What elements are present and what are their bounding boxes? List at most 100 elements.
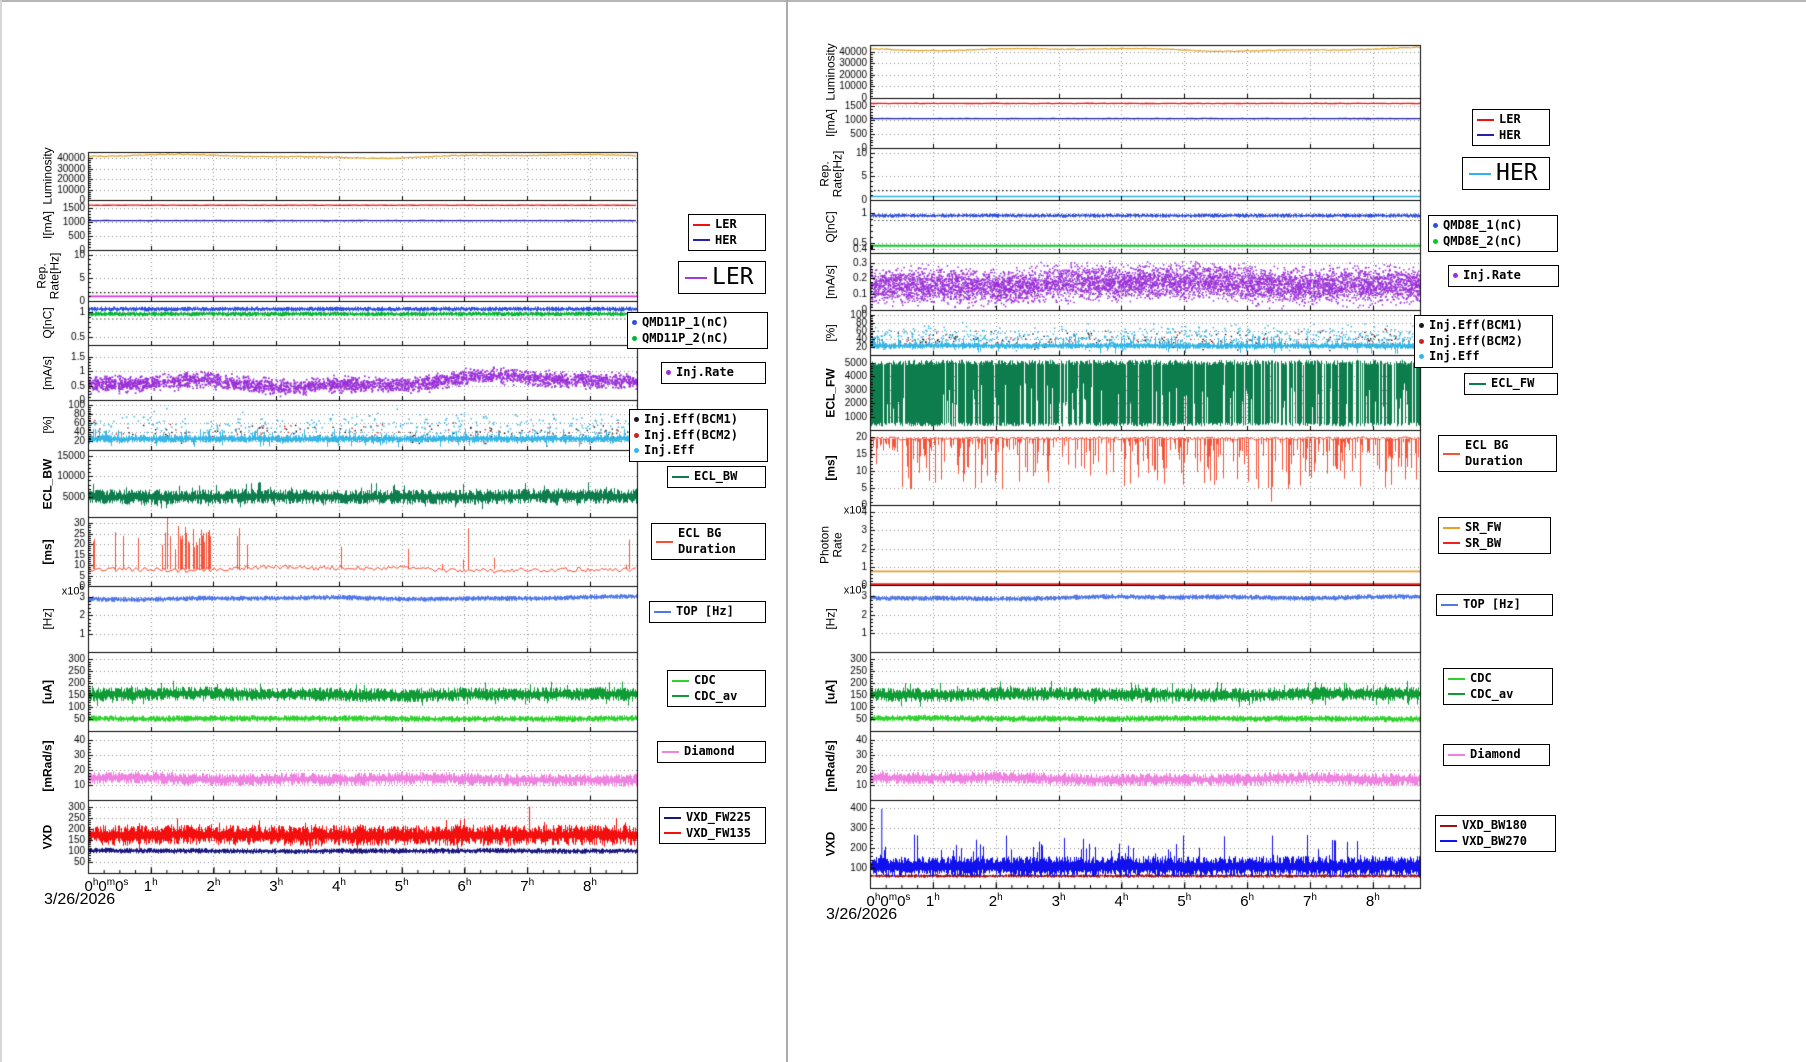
beams-line-marker-icon	[693, 239, 710, 242]
y-axis-label-inj-rate: [mA/s]	[823, 264, 838, 299]
x-tick-label: 1h	[143, 877, 158, 895]
window-divider	[786, 0, 788, 1062]
left-legend-diamond: Diamond	[657, 741, 766, 763]
legend-entry: CDC_av	[671, 689, 762, 705]
beams-line-marker-icon	[693, 223, 710, 226]
x-tick-label: 1h	[925, 892, 940, 910]
beams-line-marker-icon	[1477, 118, 1494, 121]
y-axis-label-photon-rate: Photon Rate	[817, 525, 844, 565]
y-axis-label-inj-eff: [%]	[40, 416, 55, 434]
right-legend-injeff: Inj.Eff(BCM1) Inj.Eff(BCM2) Inj.Eff	[1414, 315, 1553, 368]
x-tick-label: 6h	[1240, 892, 1255, 910]
exp-base: x10	[843, 584, 862, 597]
right-legend-vxd: VXD_BW180 VXD_BW270	[1435, 815, 1556, 853]
x-tick-label: 7h	[520, 877, 535, 895]
right-legend-top: TOP [Hz]	[1436, 594, 1553, 616]
legend-label: Inj.Eff(BCM2)	[644, 427, 738, 442]
legend-label: QMD8E_1(nC)	[1443, 218, 1523, 232]
legend-label: HER	[1496, 160, 1538, 186]
x-tick-label: 3h	[269, 877, 284, 895]
legend-entry: SR_FW	[1442, 520, 1547, 536]
date-label-left: 3/26/2026	[44, 891, 116, 908]
legend-label: ECL_BW	[694, 469, 738, 483]
y-axis-label-vxd: VXD	[823, 831, 838, 857]
injeff-dot-marker-icon	[634, 432, 639, 438]
vxd-line-marker-icon	[1440, 840, 1457, 843]
left-legend-cdc: CDC CDC_av	[667, 670, 766, 708]
legend-label: HER	[715, 232, 737, 247]
vxd-line-marker-icon	[664, 832, 681, 835]
qmd-dot-marker-icon	[632, 335, 637, 341]
legend-entry: Diamond	[661, 744, 762, 760]
right-legend-cdc: CDC CDC_av	[1443, 668, 1553, 706]
legend-label: LER	[1499, 112, 1521, 126]
x-tick-label: 6h	[457, 877, 472, 895]
legend-label: Diamond	[684, 744, 735, 758]
sr-line-marker-icon	[1443, 526, 1460, 529]
axis-exponent-label: x105	[816, 502, 866, 517]
injeff-dot-marker-icon	[1419, 354, 1424, 360]
injrate-dot-marker-icon	[1453, 273, 1458, 279]
legend-entry: Inj.Eff	[1418, 349, 1549, 365]
legend-entry: Diamond	[1447, 747, 1546, 763]
legend-entry: ECL BG Duration	[1442, 438, 1553, 469]
legend-entry: Inj.Eff	[633, 443, 764, 459]
right-legend-beams: LER HER	[1472, 109, 1550, 147]
y-axis-label-beam-current: I[mA]	[40, 210, 55, 240]
cdc-line-marker-icon	[1448, 693, 1465, 696]
legend-entry: VXD_FW225	[663, 810, 762, 826]
x-tick-label: 2h	[988, 892, 1003, 910]
x-tick-label: 4h	[1114, 892, 1129, 910]
exp-power: 5	[861, 502, 866, 511]
cdc-line-marker-icon	[672, 695, 689, 698]
y-axis-label-inj-eff: [%]	[823, 323, 838, 342]
y-axis-label-ecl-bg-duration: [ms]	[823, 454, 838, 481]
legend-label: VXD_BW180	[1462, 818, 1528, 832]
right-legend-diamond: Diamond	[1443, 744, 1550, 766]
qmd-dot-marker-icon	[632, 320, 637, 326]
x-tick-label: 8h	[582, 877, 597, 895]
y-axis-label-ecl-bw: ECL_BW	[40, 458, 55, 509]
legend-entry: TOP [Hz]	[1440, 597, 1549, 613]
injeff-dot-marker-icon	[634, 448, 639, 454]
legend-label: TOP [Hz]	[1463, 597, 1521, 611]
legend-entry: TOP [Hz]	[653, 604, 762, 620]
legend-entry: LER	[684, 264, 760, 290]
left-legend-eclbw: ECL_BW	[667, 466, 766, 488]
legend-label: Inj.Eff(BCM2)	[1429, 333, 1523, 348]
right-legend-big: HER	[1462, 157, 1550, 191]
legend-label: QMD11P_1(nC)	[642, 315, 729, 329]
axis-exponent-label: x106	[34, 583, 84, 598]
y-axis-label-ecl-fw: ECL_FW	[823, 367, 838, 418]
legend-label: ECL BG Duration	[1465, 438, 1523, 468]
legend-label: Inj.Eff(BCM1)	[1429, 318, 1523, 332]
legend-entry: Inj.Rate	[1452, 268, 1555, 284]
legend-label: SR_FW	[1465, 520, 1502, 534]
eclbg-line-marker-icon	[656, 540, 673, 543]
vxd-line-marker-icon	[1440, 824, 1457, 827]
x-tick-label: 0h0m0s	[84, 877, 129, 895]
axis-exponent-label: x106	[816, 582, 866, 597]
y-axis-label-top-rate: [Hz]	[40, 608, 55, 630]
legend-entry: HER	[692, 233, 762, 249]
left-legend-big: LER	[678, 261, 766, 295]
x-tick-label: 5h	[1177, 892, 1192, 910]
right-legend-eclbg: ECL BG Duration	[1438, 435, 1557, 473]
cdc-line-marker-icon	[1448, 677, 1465, 680]
big-line-marker-icon	[685, 276, 707, 279]
injrate-dot-marker-icon	[666, 370, 671, 376]
legend-entry: VXD_BW180	[1439, 818, 1552, 834]
right-legend-qmd: QMD8E_1(nC) QMD8E_2(nC)	[1428, 215, 1558, 253]
legend-label: Inj.Eff(BCM1)	[644, 412, 738, 426]
big-line-marker-icon	[1469, 172, 1491, 175]
exp-base: x10	[61, 585, 80, 598]
legend-label: Inj.Rate	[676, 365, 734, 379]
date-label-right: 3/26/2026	[826, 906, 898, 923]
x-tick-label: 2h	[206, 877, 221, 895]
legend-entry: Inj.Eff(BCM2)	[633, 428, 764, 444]
qmd-dot-marker-icon	[1433, 223, 1438, 229]
x-tick-label: 0h0m0s	[866, 892, 911, 910]
y-axis-label-diamond: [mRad/s]	[40, 739, 55, 792]
legend-entry: CDC	[671, 673, 762, 689]
